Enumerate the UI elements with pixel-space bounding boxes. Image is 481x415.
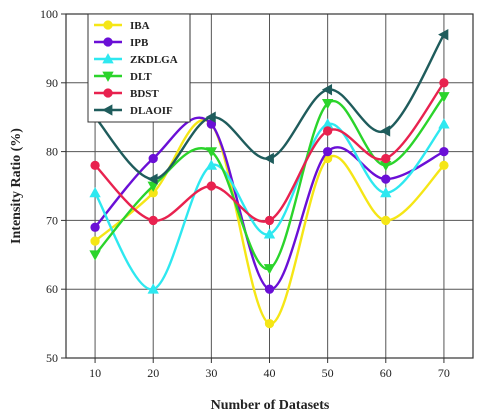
- data-point-iba: [439, 160, 449, 171]
- data-point-bdst: [206, 181, 217, 191]
- data-point-dlaoif: [147, 173, 158, 185]
- y-tick-label: 100: [40, 7, 58, 21]
- data-point-bdst: [264, 215, 275, 226]
- data-point-bdst: [148, 215, 158, 226]
- legend-swatch-marker: [103, 37, 113, 47]
- legend-label: DLT: [130, 71, 152, 83]
- legend-label: DLAOIF: [130, 105, 173, 117]
- data-point-dlaoif: [263, 152, 274, 165]
- legend: IBA IPB ZKDLGA DLT BDST DLAOIF: [87, 13, 191, 123]
- data-point-dlt: [263, 264, 276, 275]
- legend-item-dlaoif: DLAOIF: [94, 104, 173, 117]
- legend-label: BDST: [130, 88, 159, 100]
- series-zkdlga: [89, 118, 450, 294]
- x-tick-label: 20: [147, 366, 159, 380]
- x-tick-label: 30: [205, 366, 217, 380]
- x-tick-label: 60: [380, 366, 392, 380]
- legend-swatch-marker: [103, 20, 113, 30]
- legend-box: [87, 13, 191, 123]
- data-point-dlt: [89, 250, 101, 261]
- series-layer: [89, 28, 450, 329]
- series-ipb: [90, 116, 449, 294]
- series-dlaoif: [89, 28, 449, 185]
- data-point-zkdlga: [147, 283, 159, 294]
- data-point-dlaoif: [438, 28, 449, 41]
- data-point-zkdlga: [380, 187, 392, 198]
- data-point-dlaoif: [205, 111, 216, 123]
- x-axis-ticks: 10 20 30 40 50 60 70: [89, 358, 450, 380]
- data-point-dlt: [205, 147, 218, 158]
- x-tick-label: 10: [89, 366, 101, 380]
- x-tick-label: 50: [322, 366, 334, 380]
- data-point-ipb: [90, 222, 100, 232]
- data-point-ipb: [322, 146, 333, 157]
- data-point-zkdlga: [205, 159, 218, 170]
- y-tick-label: 70: [46, 213, 58, 227]
- x-tick-label: 70: [438, 366, 450, 380]
- data-point-iba: [264, 318, 275, 329]
- data-point-dlt: [321, 99, 334, 110]
- data-point-dlaoif: [321, 84, 333, 96]
- y-tick-label: 90: [46, 76, 58, 90]
- legend-item-zkdlga: ZKDLGA: [94, 53, 178, 66]
- data-point-dlt: [438, 92, 450, 103]
- data-point-zkdlga: [89, 187, 101, 198]
- legend-label: IBA: [130, 20, 150, 32]
- series-bdst: [90, 78, 449, 226]
- legend-swatch-marker: [103, 88, 113, 98]
- y-tick-label: 60: [46, 282, 58, 296]
- data-point-iba: [90, 236, 100, 246]
- legend-swatch-marker: [102, 53, 114, 64]
- data-point-dlaoif: [379, 125, 391, 137]
- data-point-ipb: [381, 174, 391, 184]
- legend-swatch-marker: [102, 104, 113, 116]
- legend-item-ipb: IPB: [94, 37, 149, 49]
- legend-swatch-marker: [102, 71, 114, 82]
- legend-label: IPB: [130, 37, 149, 49]
- data-point-bdst: [439, 78, 449, 88]
- y-axis-ticks: 50 60 70 80 90 100: [40, 7, 66, 365]
- data-point-ipb: [439, 146, 449, 157]
- data-point-iba: [381, 215, 391, 226]
- y-axis-title: Intensity Ratio (%): [9, 128, 24, 244]
- y-tick-label: 50: [46, 351, 58, 365]
- data-point-ipb: [148, 153, 158, 164]
- data-point-bdst: [322, 126, 333, 136]
- data-point-zkdlga: [263, 228, 276, 239]
- legend-item-iba: IBA: [94, 20, 150, 32]
- data-point-bdst: [90, 160, 100, 171]
- x-axis-title: Number of Datasets: [211, 398, 330, 413]
- y-tick-label: 80: [46, 145, 58, 159]
- legend-label: ZKDLGA: [130, 54, 178, 66]
- x-tick-label: 40: [264, 366, 276, 380]
- data-point-ipb: [264, 284, 275, 294]
- legend-item-bdst: BDST: [94, 88, 159, 100]
- legend-item-dlt: DLT: [94, 71, 152, 83]
- data-point-bdst: [381, 153, 391, 164]
- data-point-zkdlga: [438, 118, 450, 129]
